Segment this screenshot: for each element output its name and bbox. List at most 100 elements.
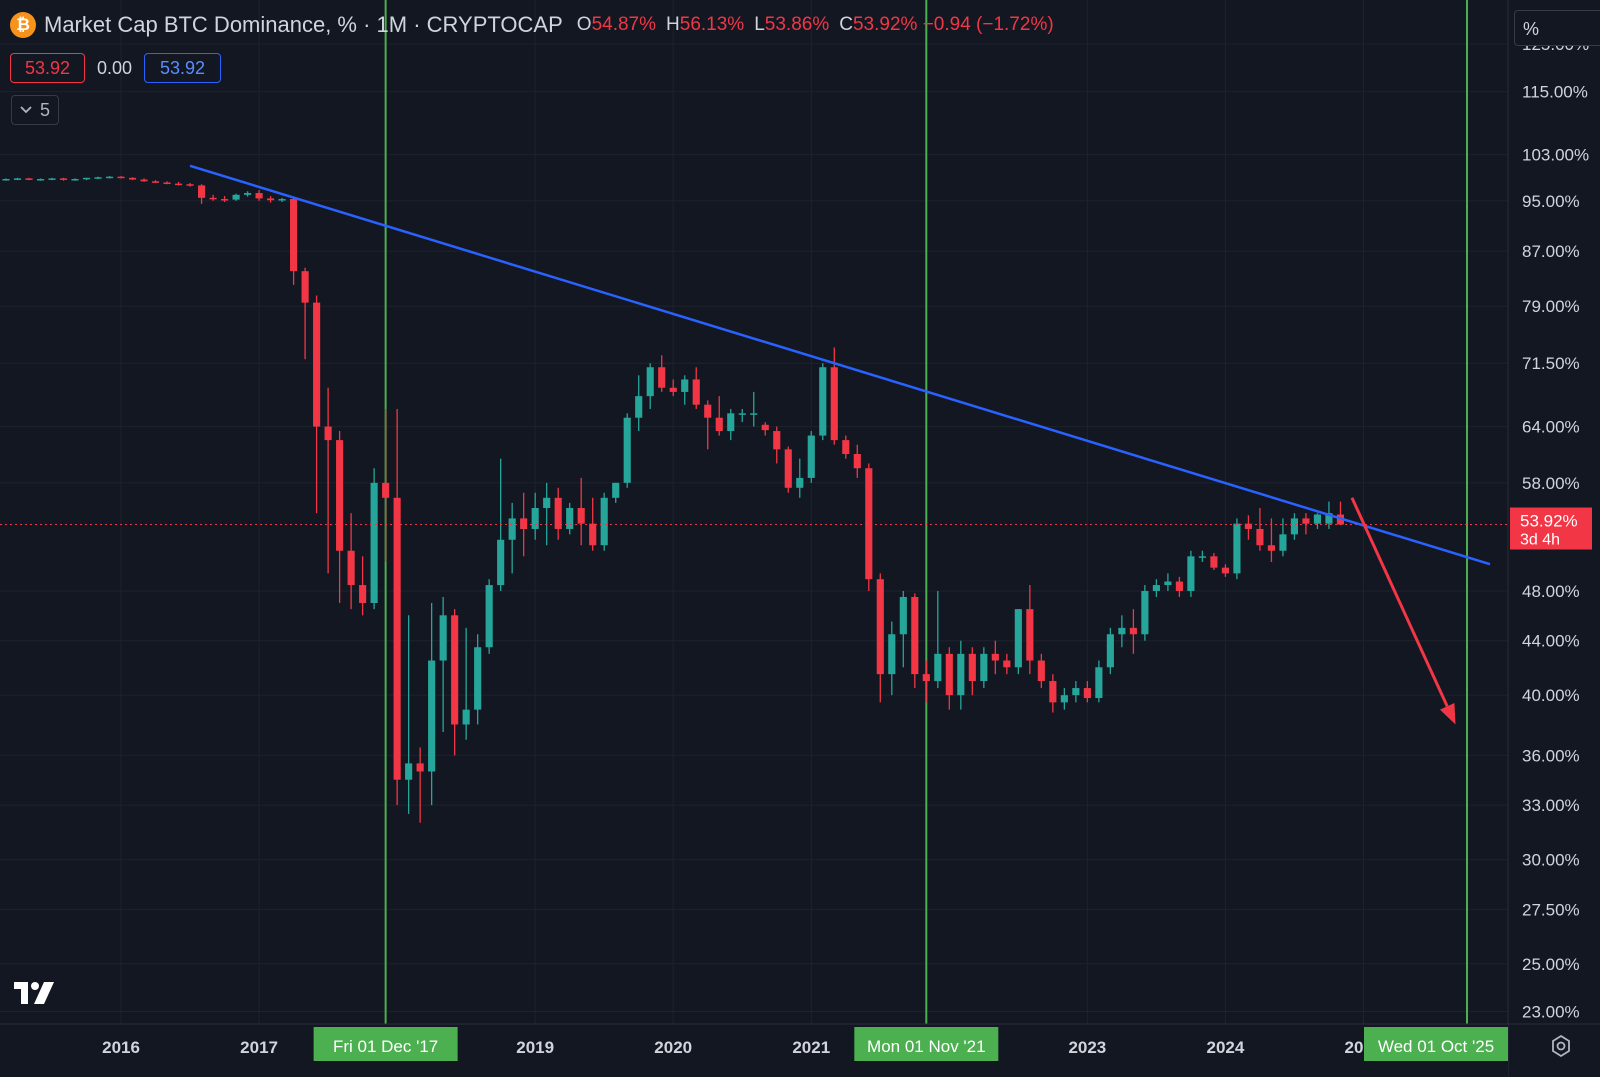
date-marker-badge (313, 1027, 458, 1061)
buy-price-box[interactable]: 53.92 (144, 53, 221, 83)
time-tick-label: 2023 (1068, 1038, 1106, 1057)
candle-body (1072, 688, 1080, 696)
ohlc-high-label: H (666, 14, 680, 35)
candle-body (704, 404, 712, 418)
candle-body (1325, 513, 1333, 524)
candle-body (773, 431, 781, 450)
candle-body (980, 653, 988, 682)
candle-body (623, 417, 631, 483)
price-tick-label: 58.00% (1522, 474, 1580, 493)
candle-body (71, 178, 79, 181)
candle-body (1003, 660, 1011, 668)
candle-body (244, 193, 252, 195)
chevron-down-icon (20, 106, 32, 114)
candle-body (600, 497, 608, 546)
time-tick-label: 2020 (654, 1038, 692, 1057)
sell-price-box[interactable]: 53.92 (10, 53, 85, 83)
candle-body (416, 763, 424, 772)
ohlc-open-label: O (576, 14, 592, 35)
candle-body (1256, 528, 1264, 546)
candle-body (1221, 567, 1229, 574)
price-tick-label: 115.00% (1522, 83, 1588, 102)
candle-body (1049, 681, 1057, 703)
trendline[interactable] (189, 164, 1491, 566)
tradingview-logo[interactable] (14, 982, 60, 1011)
candle-body (313, 302, 321, 427)
price-tick-label: 33.00% (1522, 796, 1580, 815)
gear-icon[interactable] (1548, 1033, 1578, 1063)
candle-body (82, 177, 91, 180)
candle-body (957, 653, 965, 696)
current-price-label: 53.92% (1520, 512, 1578, 531)
candle-body (186, 184, 194, 186)
grid-lines (0, 0, 1508, 1024)
price-tick-label: 30.00% (1522, 851, 1580, 870)
candle-body (485, 585, 493, 648)
candle-body (531, 508, 539, 529)
candle-body (784, 449, 792, 488)
ohlc-close-value: 53.92% −0.94 (−1.72%) (852, 14, 1054, 35)
candle-body (1118, 627, 1126, 635)
candle-body (1210, 556, 1218, 568)
candle-body (1164, 581, 1172, 586)
candle-body (117, 176, 125, 179)
indicator-count: 5 (39, 99, 50, 120)
candle-body (1095, 667, 1103, 699)
percent-scale-button[interactable]: % (1514, 10, 1600, 46)
candle-body (727, 413, 735, 432)
candle-body (290, 199, 298, 272)
candle-body (807, 435, 815, 478)
candle-body (750, 413, 758, 415)
candle-body (646, 367, 654, 397)
candle-body (508, 518, 516, 540)
candle-body (796, 477, 804, 488)
time-tick-label: 2024 (1206, 1038, 1244, 1057)
price-tick-label: 87.00% (1522, 242, 1580, 261)
candle-body (336, 440, 344, 551)
candle-body (715, 417, 723, 432)
candle-body (278, 199, 286, 201)
candle-body (13, 178, 22, 180)
time-axis[interactable]: 2016 2017 2019 2020 2021 2023 2024 2025 (0, 1023, 1600, 1077)
price-tick-label: 27.50% (1522, 900, 1580, 919)
candle-body (197, 185, 206, 198)
candle-body (221, 199, 229, 201)
candle-body (1106, 634, 1114, 668)
candle-body (761, 424, 769, 431)
candle-body (497, 539, 505, 586)
candle-body (1313, 514, 1322, 524)
candle-body (255, 193, 263, 199)
candle-body (1014, 609, 1022, 668)
projection-arrow[interactable] (1350, 497, 1449, 707)
candle-body (991, 653, 999, 661)
symbol-title[interactable]: Market Cap BTC Dominance, % · 1M · CRYPT… (44, 12, 563, 37)
candle-body (669, 387, 677, 392)
ohlc-open-value: 54.87% (591, 14, 657, 35)
price-tick-label: 103.00% (1522, 146, 1589, 165)
candle-body (911, 596, 919, 675)
candle-body (899, 596, 907, 635)
candle-body (140, 179, 148, 182)
ohlc-close-label: C (839, 14, 853, 35)
candle-body (738, 413, 746, 415)
price-tick-label: 79.00% (1522, 297, 1580, 316)
candle-body (1060, 695, 1068, 703)
candle-body (554, 497, 562, 529)
candle-body (1302, 518, 1310, 524)
candle-body (25, 178, 33, 180)
candle-body (1187, 556, 1195, 591)
candle-body (922, 674, 930, 682)
candle-body (1290, 518, 1299, 535)
current-price-badge (1510, 507, 1592, 550)
candle-body (1198, 556, 1206, 558)
candle-body (451, 615, 459, 725)
candle-body (232, 194, 240, 200)
ohlc-values: O54.87% H56.13% L53.86% C53.92% −0.94 (−… (577, 14, 1054, 36)
candle-body (347, 550, 355, 586)
candle-body (1175, 581, 1183, 591)
candle-body (151, 181, 160, 183)
candle-body (1141, 590, 1149, 635)
candle-body (267, 198, 275, 201)
indicators-toggle-button[interactable]: 5 (11, 95, 59, 125)
